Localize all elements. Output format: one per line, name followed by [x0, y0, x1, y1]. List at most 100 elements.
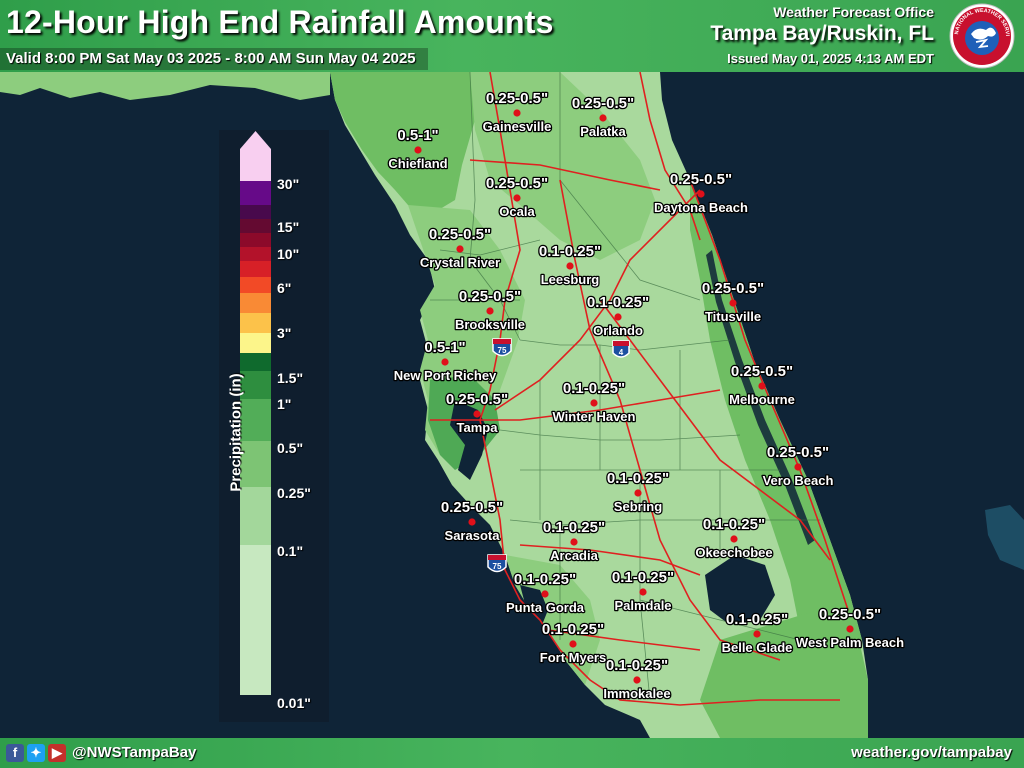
- city-dot: [639, 588, 647, 596]
- indian-river-lagoon: [706, 250, 815, 545]
- twitter-icon[interactable]: ✦: [27, 744, 45, 762]
- interstate-4-shield: 4: [612, 340, 630, 358]
- legend-swatch: [240, 219, 271, 233]
- legend-tick-label: 15": [277, 219, 300, 235]
- city-marker: 0.25-0.5" Vero Beach: [761, 443, 834, 490]
- city-name-label: Titusville: [705, 309, 761, 324]
- facebook-icon[interactable]: f: [6, 744, 24, 762]
- city-marker: 0.1-0.25" Leesburg: [538, 242, 603, 289]
- city-marker: 0.1-0.25" Fort Myers: [538, 620, 607, 667]
- city-dot: [697, 190, 705, 198]
- city-marker: 0.25-0.5" Crystal River: [419, 225, 502, 272]
- city-marker: 0.5-1" New Port Richey: [392, 338, 498, 385]
- legend-tick-label: 3": [277, 325, 292, 341]
- city-rainfall-amount: 0.1-0.25": [606, 657, 668, 674]
- legend-tick-label: 0.1": [277, 543, 304, 559]
- city-marker: 0.5-1" Chiefland: [387, 126, 449, 173]
- city-rainfall-amount: 0.1-0.25": [514, 571, 576, 588]
- footer-bar: f ✦ ▶ @NWSTampaBay weather.gov/tampabay: [0, 738, 1024, 768]
- city-rainfall-amount: 0.1-0.25": [612, 569, 674, 586]
- city-dot: [570, 538, 578, 546]
- southeast-zone: [700, 600, 868, 738]
- city-name-label: Vero Beach: [763, 473, 834, 488]
- city-name-label: Palatka: [580, 124, 626, 139]
- city-name-label: New Port Richey: [394, 368, 497, 383]
- social-handle[interactable]: @NWSTampaBay: [72, 744, 197, 761]
- office-label: Weather Forecast Office: [773, 4, 934, 20]
- legend-swatch: [240, 313, 271, 333]
- city-rainfall-amount: 0.25-0.5": [731, 363, 793, 380]
- city-dot: [473, 410, 481, 418]
- map-title: 12-Hour High End Rainfall Amounts: [6, 4, 554, 40]
- city-dot: [513, 109, 521, 117]
- youtube-icon[interactable]: ▶: [48, 744, 66, 762]
- website-link[interactable]: weather.gov/tampabay: [851, 744, 1012, 761]
- office-name: Tampa Bay/Ruskin, FL: [710, 22, 934, 45]
- legend-tick-label: 10": [277, 246, 300, 262]
- city-dot: [566, 262, 574, 270]
- city-rainfall-amount: 0.25-0.5": [767, 444, 829, 461]
- legend-tick-label: 0.5": [277, 440, 304, 456]
- city-name-label: Orlando: [593, 323, 643, 338]
- city-name-label: Sebring: [614, 499, 662, 514]
- legend-swatch: [240, 487, 271, 545]
- city-name-label: Tampa: [457, 420, 499, 435]
- legend-swatch: [240, 333, 271, 353]
- city-name-label: Daytona Beach: [654, 200, 748, 215]
- legend-swatch: [240, 353, 271, 371]
- legend-swatch: [240, 261, 271, 277]
- legend-max-arrow: [240, 131, 271, 149]
- city-name-label: Leesburg: [541, 272, 600, 287]
- city-marker: 0.25-0.5" West Palm Beach: [795, 605, 906, 652]
- legend-swatch: [240, 545, 271, 695]
- city-rainfall-amount: 0.25-0.5": [819, 606, 881, 623]
- city-dot: [486, 307, 494, 315]
- city-marker: 0.25-0.5" Palatka: [571, 94, 636, 141]
- issued-time: Issued May 01, 2025 4:13 AM EDT: [727, 51, 934, 66]
- city-dot: [846, 625, 854, 633]
- city-marker: 0.1-0.25" Winter Haven: [551, 379, 637, 426]
- city-rainfall-amount: 0.1-0.25": [587, 294, 649, 311]
- city-name-label: Sarasota: [445, 528, 501, 543]
- city-dot: [729, 299, 737, 307]
- city-marker: 0.25-0.5" Brooksville: [454, 287, 527, 334]
- city-name-label: West Palm Beach: [796, 635, 904, 650]
- city-rainfall-amount: 0.25-0.5": [441, 499, 503, 516]
- legend-swatch: [240, 441, 271, 487]
- header-bar: 12-Hour High End Rainfall Amounts Valid …: [0, 0, 1024, 72]
- highways: [430, 71, 849, 706]
- city-dot: [794, 463, 802, 471]
- city-rainfall-amount: 0.25-0.5": [702, 280, 764, 297]
- precipitation-legend: Precipitation (in) 0.01" 0.1" 0.25" 0.5" 1" 1…: [219, 130, 329, 722]
- legend-swatch: [240, 233, 271, 247]
- city-marker: 0.25-0.5" Ocala: [485, 174, 550, 221]
- legend-swatch: [240, 247, 271, 261]
- city-rainfall-amount: 0.5-1": [397, 127, 438, 144]
- city-rainfall-amount: 0.1-0.25": [726, 611, 788, 628]
- city-name-label: Melbourne: [729, 392, 795, 407]
- city-name-label: Arcadia: [550, 548, 598, 563]
- city-dot: [541, 590, 549, 598]
- legend-swatch: [240, 277, 271, 293]
- legend-swatch: [240, 149, 271, 181]
- city-markers: 0.25-0.5" Gainesville 0.25-0.5" Palatka 0.5-…: [387, 89, 906, 703]
- city-name-label: Fort Myers: [540, 650, 606, 665]
- city-marker: 0.1-0.25" Palmdale: [611, 568, 676, 615]
- city-rainfall-amount: 0.5-1": [424, 339, 465, 356]
- city-name-label: Punta Gorda: [506, 600, 585, 615]
- legend-tick-label: 6": [277, 280, 292, 296]
- interstate-75-south-label: 75: [493, 562, 502, 571]
- legend-tick-label: 0.25": [277, 485, 311, 501]
- city-rainfall-amount: 0.1-0.25": [703, 516, 765, 533]
- legend-title: Precipitation (in): [227, 373, 245, 492]
- city-rainfall-amount: 0.25-0.5": [670, 171, 732, 188]
- city-name-label: Crystal River: [420, 255, 500, 270]
- city-dot: [590, 399, 598, 407]
- city-marker: 0.1-0.25" Immokalee: [602, 656, 672, 703]
- city-dot: [456, 245, 464, 253]
- city-rainfall-amount: 0.1-0.25": [563, 380, 625, 397]
- city-marker: 0.1-0.25" Punta Gorda: [505, 570, 586, 617]
- valid-time: Valid 8:00 PM Sat May 03 2025 - 8:00 AM …: [0, 48, 428, 70]
- city-rainfall-amount: 0.25-0.5": [486, 90, 548, 107]
- nws-logo-icon[interactable]: NATIONAL WEATHER SERVICE: [944, 2, 1020, 70]
